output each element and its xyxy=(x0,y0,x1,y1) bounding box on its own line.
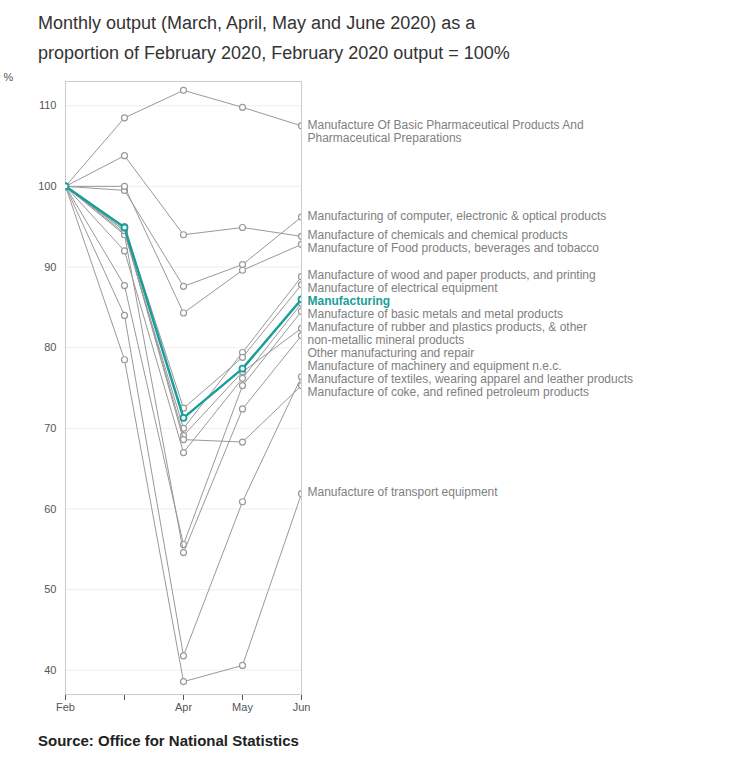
svg-text:Manufacturing: Manufacturing xyxy=(308,294,391,308)
svg-text:Manufacture Of Basic Pharmaceu: Manufacture Of Basic Pharmaceutical Prod… xyxy=(308,118,584,145)
svg-text:Feb: Feb xyxy=(56,701,75,713)
svg-text:80: 80 xyxy=(44,341,56,353)
svg-text:110: 110 xyxy=(39,99,57,111)
svg-text:60: 60 xyxy=(44,503,56,515)
svg-text:50: 50 xyxy=(44,583,56,595)
svg-text:Manufacturing of computer, ele: Manufacturing of computer, electronic & … xyxy=(308,209,607,223)
svg-text:Manufacture of chemicals and c: Manufacture of chemicals and chemical pr… xyxy=(308,228,568,242)
svg-text:May: May xyxy=(232,701,253,713)
html-text:Monthly output (March, April,: Monthly output (March, April, May and Ju… xyxy=(38,13,510,63)
svg-text:Other manufacturing and repair: Other manufacturing and repair xyxy=(308,346,475,360)
svg-text:Manufacture of Food products,: Manufacture of Food products, beverages … xyxy=(308,241,600,255)
html-text:Source: Office for National St: Source: Office for National Statistics xyxy=(38,732,299,749)
svg-text:Manufacture of coke, and refin: Manufacture of coke, and refined petrole… xyxy=(308,385,590,399)
svg-text:40: 40 xyxy=(44,664,56,676)
svg-text:Manufacture of machinery and e: Manufacture of machinery and equipment n… xyxy=(308,359,562,373)
svg-text:Manufacture of rubber and plas: Manufacture of rubber and plastics produ… xyxy=(308,320,588,347)
svg-text:Manufacture of basic metals an: Manufacture of basic metals and metal pr… xyxy=(308,307,563,321)
svg-text:70: 70 xyxy=(44,422,56,434)
svg-text:%: % xyxy=(4,71,14,83)
svg-text:90: 90 xyxy=(44,261,56,273)
svg-text:Manufacture of wood and paper: Manufacture of wood and paper products, … xyxy=(308,268,596,282)
svg-text:Manufacture of transport equip: Manufacture of transport equipment xyxy=(308,485,499,499)
svg-text:100: 100 xyxy=(38,180,56,192)
svg-text:Manufacture of textiles, weari: Manufacture of textiles, wearing apparel… xyxy=(308,372,634,386)
svg-text:Jun: Jun xyxy=(293,701,311,713)
svg-text:Manufacture of electrical equi: Manufacture of electrical equipment xyxy=(308,281,499,295)
svg-text:Apr: Apr xyxy=(175,701,192,713)
